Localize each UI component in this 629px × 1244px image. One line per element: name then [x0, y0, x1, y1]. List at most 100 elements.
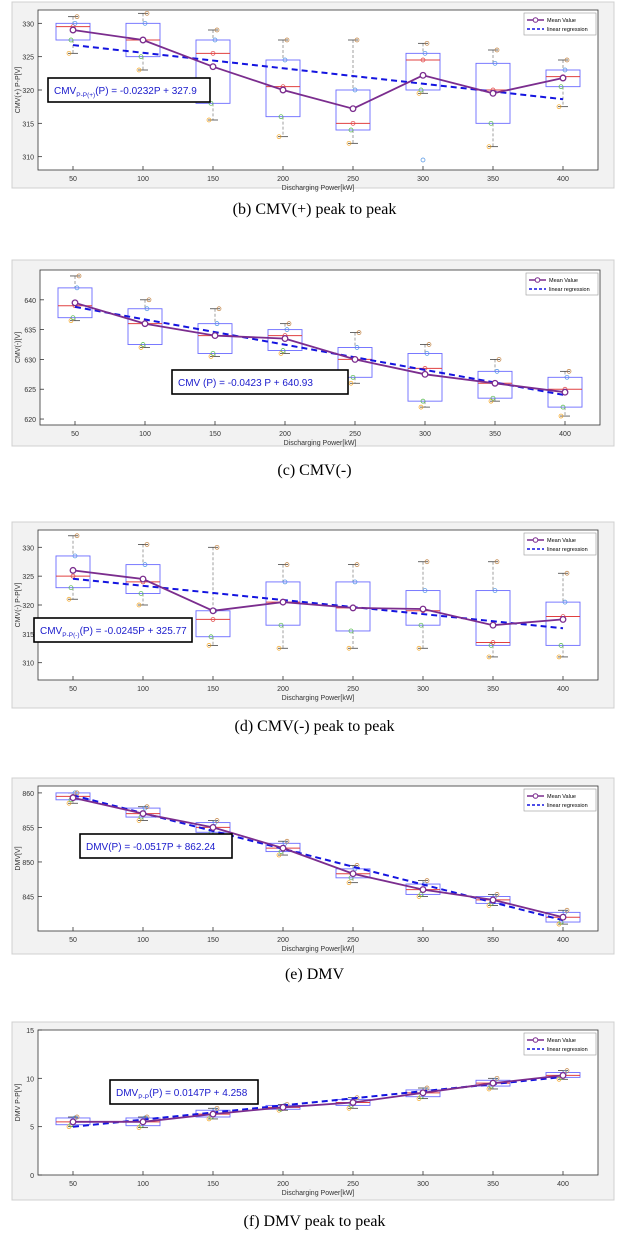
sample-point	[142, 562, 148, 567]
y-tick-label: 620	[24, 417, 36, 424]
x-axis-label: Discharging Power[kW]	[282, 185, 355, 192]
x-axis-label: Discharging Power[kW]	[284, 440, 357, 447]
sample-point	[558, 84, 564, 90]
chart-caption: (d) CMV(-) peak to peak	[234, 718, 395, 735]
sample-point	[558, 413, 564, 419]
x-tick-label: 300	[417, 937, 429, 944]
chart-svg: 310 315 320 325 330 50 100 150 200 250 300 350 400 Di…	[11, 521, 615, 709]
sample-point	[284, 562, 290, 567]
sample-point	[418, 892, 424, 897]
y-tick-label: 10	[26, 1076, 34, 1083]
sample-point	[276, 852, 282, 858]
sample-point	[146, 297, 152, 303]
mean-line	[72, 796, 564, 919]
sample-point	[490, 395, 496, 401]
mean-point	[489, 896, 497, 904]
mean-point	[281, 335, 289, 343]
x-tick-label: 150	[207, 686, 219, 693]
chart-caption: (b) CMV(+) peak to peak	[232, 201, 397, 218]
sample-point	[214, 818, 220, 823]
sample-point	[348, 380, 354, 386]
sample-point	[284, 838, 290, 844]
sample-point	[348, 628, 354, 634]
sample-point	[492, 60, 498, 66]
sample-point	[206, 117, 212, 123]
mean-point	[279, 598, 287, 606]
y-tick-label: 845	[22, 894, 34, 901]
sample-point	[70, 573, 76, 579]
x-tick-label: 350	[487, 686, 499, 693]
equation-box	[33, 617, 193, 643]
legend-label-mean: Mean Value	[549, 278, 578, 284]
regression-line	[72, 577, 564, 630]
x-tick-label: 250	[347, 937, 359, 944]
x-tick-label: 50	[71, 431, 79, 438]
x-tick-label: 200	[277, 1181, 289, 1188]
mean-point	[489, 621, 497, 629]
mean-line	[72, 29, 564, 110]
sample-point	[140, 342, 146, 347]
mean-point	[491, 379, 499, 387]
mean-point	[419, 886, 427, 894]
mean-point	[559, 1071, 567, 1079]
sample-point	[282, 579, 288, 585]
sample-point	[348, 127, 354, 133]
sample-point	[354, 37, 360, 43]
x-tick-label: 250	[349, 431, 361, 438]
mean-point	[71, 299, 79, 307]
sample-point	[76, 273, 82, 279]
y-tick-label: 630	[24, 357, 36, 364]
mean-point	[209, 823, 217, 831]
equation-text: DMVP-P(P) = 0.0147P + 4.258	[116, 1088, 248, 1101]
legend-marker-mean	[534, 277, 541, 283]
sample-point	[346, 880, 352, 886]
sample-point	[212, 37, 218, 43]
x-tick-label: 150	[207, 176, 219, 183]
sample-point	[426, 342, 432, 347]
sample-point	[206, 643, 212, 648]
mean-point	[69, 566, 77, 574]
sample-point	[494, 1075, 500, 1081]
mean-line	[74, 301, 566, 394]
equation-text: DMV(P) = -0.0517P + 862.24	[86, 842, 216, 853]
chart-panel-dmv-pp: 0 5 10 15 50 100 150 200 250 300 350 400 Discharging…	[0, 1020, 629, 1206]
sample-point	[490, 640, 496, 645]
mean-point	[561, 388, 569, 396]
equation-text: CMV (P) = -0.0423 P + 640.93	[178, 378, 313, 389]
x-tick-label: 300	[417, 1181, 429, 1188]
sample-point	[562, 599, 568, 605]
sample-point	[138, 591, 144, 596]
sample-point	[136, 67, 142, 73]
sample-point	[66, 50, 72, 56]
x-tick-label: 200	[279, 431, 291, 438]
sample-point	[486, 144, 492, 150]
sample-point	[208, 100, 214, 106]
y-tick-label: 625	[24, 387, 36, 394]
sample-point	[564, 374, 570, 380]
x-tick-label: 100	[137, 937, 149, 944]
sample-point	[418, 404, 424, 410]
sample-point	[136, 818, 142, 823]
x-tick-label: 300	[419, 431, 431, 438]
equation-box	[171, 369, 349, 395]
x-tick-label: 150	[209, 431, 221, 438]
mean-point	[209, 63, 217, 71]
sample-point	[422, 588, 428, 593]
x-tick-label: 250	[347, 1181, 359, 1188]
sample-point	[564, 570, 570, 576]
x-tick-label: 250	[347, 176, 359, 183]
sample-point	[210, 50, 216, 56]
sample-point	[422, 50, 428, 56]
sample-point	[280, 348, 286, 353]
x-tick-label: 100	[137, 1181, 149, 1188]
legend-label-regression: linear regression	[547, 27, 588, 33]
y-tick-label: 325	[22, 574, 34, 581]
y-tick-label: 325	[22, 55, 34, 62]
x-tick-label: 400	[557, 176, 569, 183]
y-tick-label: 315	[22, 121, 34, 128]
sample-point	[278, 622, 284, 628]
x-tick-label: 400	[559, 431, 571, 438]
x-tick-label: 50	[69, 937, 77, 944]
mean-point	[139, 1118, 147, 1126]
sample-point	[282, 57, 288, 63]
